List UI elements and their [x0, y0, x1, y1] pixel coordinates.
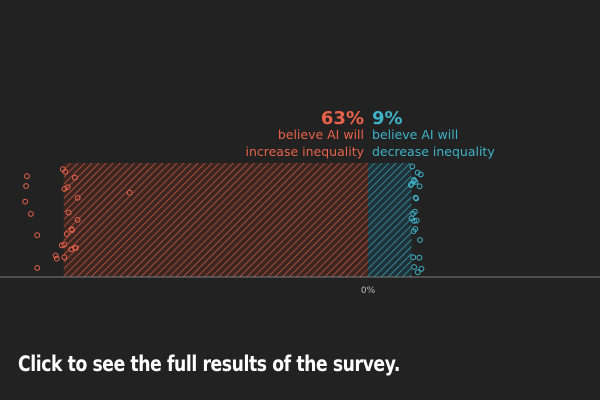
increase-respondent-marker: [24, 184, 29, 189]
decrease-respondent-marker: [418, 238, 423, 243]
increase-desc-line1: believe AI will: [278, 127, 364, 142]
decrease-respondent-marker: [417, 184, 422, 189]
see-full-results-link[interactable]: Click to see the full results of the sur…: [18, 352, 400, 376]
increase-bar: [64, 163, 368, 277]
increase-respondent-marker: [35, 266, 40, 271]
increase-respondent-marker: [25, 174, 30, 179]
decrease-respondent-marker: [415, 270, 420, 275]
increase-percent-label: 63%: [321, 108, 364, 129]
decrease-respondent-marker: [412, 265, 417, 270]
decrease-desc-line1: believe AI will: [372, 127, 458, 142]
decrease-percent-label: 9%: [372, 108, 403, 129]
x-tick-label-zero: 0%: [361, 286, 376, 296]
decrease-bar: [368, 163, 412, 277]
increase-respondent-marker: [23, 199, 28, 204]
increase-respondent-marker: [54, 256, 59, 261]
increase-respondent-marker: [29, 212, 34, 217]
increase-desc-line2: increase inequality: [245, 144, 364, 159]
decrease-respondent-marker: [417, 255, 422, 260]
increase-respondent-marker: [35, 233, 40, 238]
decrease-respondent-marker: [411, 255, 416, 260]
decrease-desc-line2: decrease inequality: [372, 144, 495, 159]
increase-respondent-marker: [53, 253, 58, 258]
